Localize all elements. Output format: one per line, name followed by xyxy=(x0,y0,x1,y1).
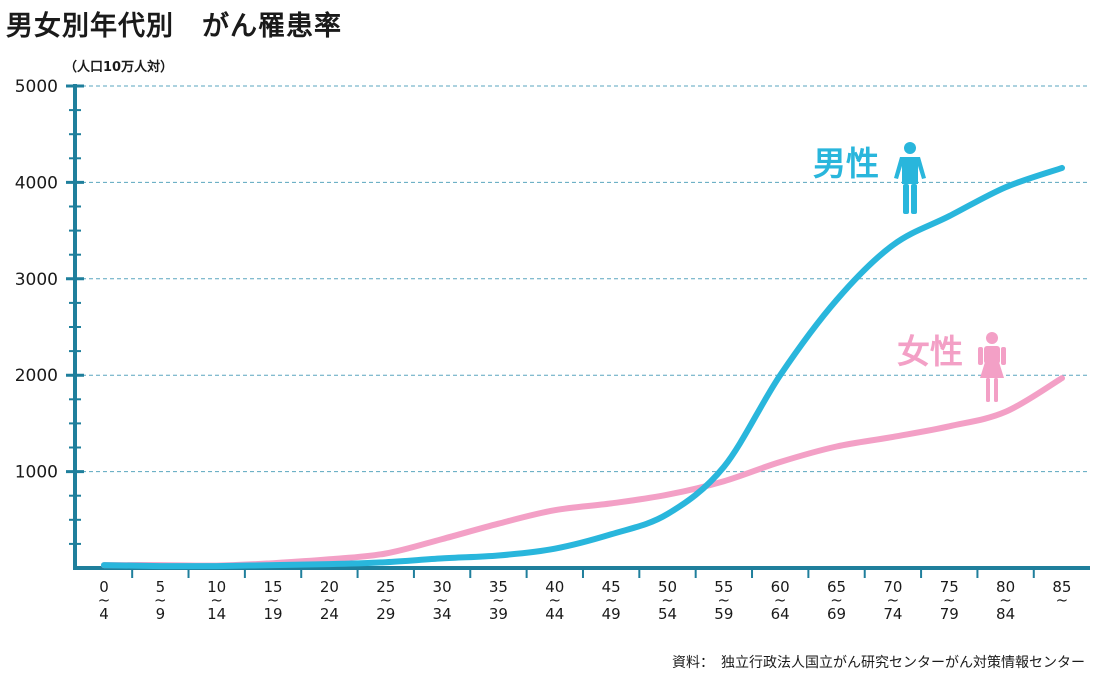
source-note: 資料： 独立行政法人国立がん研究センターがん対策情報センター xyxy=(672,655,1085,671)
x-tick-label-top: 30 xyxy=(433,578,452,596)
x-tick-label-bottom: 44 xyxy=(545,605,564,623)
x-tick-label-bottom: 49 xyxy=(602,605,621,623)
x-tick-label-bottom: 19 xyxy=(264,605,283,623)
y-tick-label: 5000 xyxy=(15,77,58,97)
x-tick-label-top: 15 xyxy=(264,578,283,596)
x-tick-label-bottom: 34 xyxy=(433,605,452,623)
x-tick-label-top: 0 xyxy=(99,578,109,596)
x-tick-label-tilde: ~ xyxy=(267,591,280,609)
x-tick-label-bottom: 79 xyxy=(940,605,959,623)
x-tick-label-top: 10 xyxy=(207,578,226,596)
x-tick-label-tilde: ~ xyxy=(774,591,787,609)
x-tick-label-tilde: ~ xyxy=(999,591,1012,609)
x-tick-label-tilde: ~ xyxy=(323,591,336,609)
grid-lines xyxy=(75,85,1090,473)
x-tick-label-bottom: 54 xyxy=(658,605,677,623)
x-tick-label-tilde: ~ xyxy=(943,591,956,609)
x-tick-label-tilde: ~ xyxy=(549,591,562,609)
x-tick-label-tilde: ~ xyxy=(379,591,392,609)
x-tick-label-top: 25 xyxy=(376,578,395,596)
x-tick-label-tilde: ~ xyxy=(605,591,618,609)
female-person-icon xyxy=(978,332,1006,402)
x-tick-label-bottom: 4 xyxy=(99,605,109,623)
x-tick-label-bottom: 24 xyxy=(320,605,339,623)
y-tick-label: 4000 xyxy=(15,173,58,193)
x-tick-label-top: 60 xyxy=(771,578,790,596)
x-tick-label-tilde: ~ xyxy=(887,591,900,609)
x-tick-label-top: 85 xyxy=(1052,578,1071,596)
x-tick-label-tilde: ~ xyxy=(436,591,449,609)
x-tick-label-tilde: ~ xyxy=(154,591,167,609)
y-axis-unit-label: （人口10万人対） xyxy=(64,60,174,75)
x-tick-label-top: 80 xyxy=(996,578,1015,596)
x-tick-label-bottom: 69 xyxy=(827,605,846,623)
y-axis-ticks: 1000 2000 3000 4000 5000 xyxy=(15,77,84,545)
x-tick-label-top: 70 xyxy=(883,578,902,596)
x-tick-label-bottom: 84 xyxy=(996,605,1015,623)
x-tick-label-top: 75 xyxy=(940,578,959,596)
x-axis-ticks: 0~45~910~1415~1920~2425~2930~3435~3940~4… xyxy=(98,568,1071,623)
series-line-male xyxy=(101,164,1065,570)
x-tick-label-bottom: 9 xyxy=(156,605,166,623)
x-tick-label-bottom: 74 xyxy=(883,605,902,623)
x-tick-label-top: 55 xyxy=(714,578,733,596)
x-tick-label-bottom: 59 xyxy=(714,605,733,623)
x-tick-label-bottom: 39 xyxy=(489,605,508,623)
x-tick-label-top: 50 xyxy=(658,578,677,596)
x-tick-label-bottom: 64 xyxy=(771,605,790,623)
x-tick-label-top: 45 xyxy=(602,578,621,596)
series-label-female: 女性 xyxy=(897,332,963,371)
x-tick-label-bottom: 14 xyxy=(207,605,226,623)
x-tick-label-bottom: 29 xyxy=(376,605,395,623)
x-tick-label-top: 65 xyxy=(827,578,846,596)
y-tick-label: 2000 xyxy=(15,366,58,386)
y-tick-label: 3000 xyxy=(15,270,58,290)
chart-title: 男女別年代別 がん罹患率 xyxy=(6,11,342,42)
x-tick-label-tilde: ~ xyxy=(492,591,505,609)
x-tick-label-tilde: ~ xyxy=(718,591,731,609)
x-tick-label-tilde: ~ xyxy=(210,591,223,609)
x-tick-label-top: 20 xyxy=(320,578,339,596)
x-tick-label-top: 40 xyxy=(545,578,564,596)
series-lines xyxy=(101,164,1065,570)
x-tick-label-tilde: ~ xyxy=(1056,591,1069,609)
axes xyxy=(73,84,1090,570)
x-tick-label-tilde: ~ xyxy=(661,591,674,609)
x-tick-label-top: 35 xyxy=(489,578,508,596)
y-tick-label: 1000 xyxy=(15,463,58,483)
male-person-icon xyxy=(894,142,926,214)
x-tick-label-tilde: ~ xyxy=(830,591,843,609)
x-tick-label-tilde: ~ xyxy=(98,591,111,609)
series-label-male: 男性 xyxy=(813,144,879,183)
x-tick-label-top: 5 xyxy=(156,578,166,596)
